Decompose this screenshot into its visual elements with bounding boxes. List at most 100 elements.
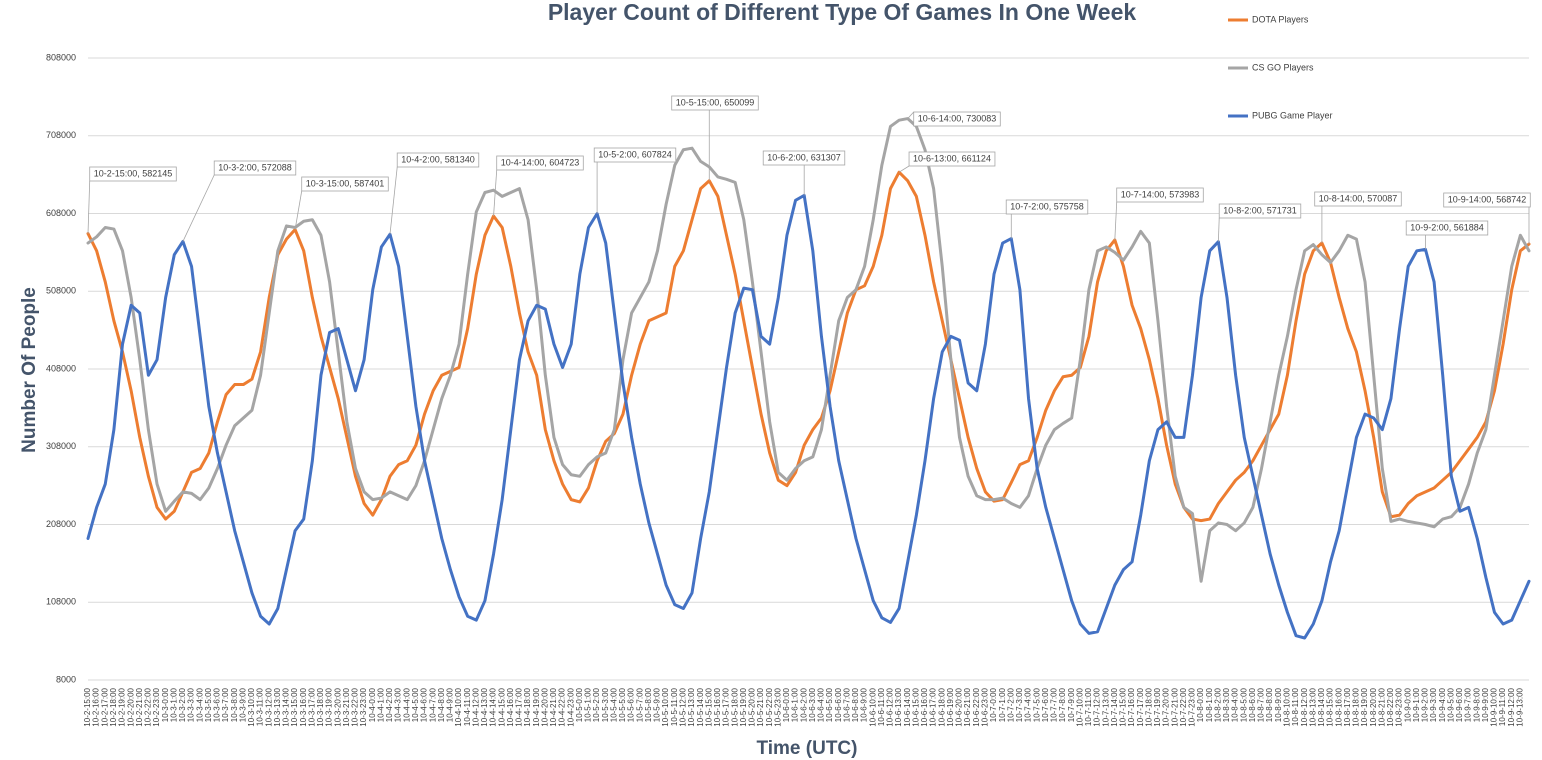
x-tick-label: 10-2-17:00 — [100, 687, 109, 726]
x-tick-label: 10-7-19:00 — [1153, 687, 1162, 726]
x-tick-label: 10-5-11:00 — [670, 687, 679, 726]
data-label: 10-5-2:00, 607824 — [593, 147, 677, 214]
x-tick-label: 10-8-6:00 — [1248, 687, 1257, 722]
x-tick-label: 10-3-16:00 — [299, 687, 308, 726]
data-label: 10-8-14:00, 570087 — [1314, 191, 1402, 243]
x-tick-label: 10-6-21:00 — [963, 687, 972, 726]
x-tick-label: 10-4-5:00 — [411, 687, 420, 722]
x-tick-label: 10-5-12:00 — [678, 687, 687, 726]
x-tick-label: 10-5-21:00 — [756, 687, 765, 726]
x-tick-label: 10-9-11:00 — [1498, 687, 1507, 726]
legend-label: DOTA Players — [1252, 14, 1309, 24]
y-tick-label: 608000 — [46, 208, 76, 218]
x-tick-label: 10-8-3:00 — [1222, 687, 1231, 722]
x-tick-label: 10-4-2:00 — [385, 687, 394, 722]
data-label: 10-5-15:00, 650099 — [671, 95, 759, 181]
x-tick-label: 10-5-19:00 — [739, 687, 748, 726]
data-label-text: 10-7-14:00, 573983 — [1121, 189, 1200, 199]
x-tick-label: 10-4-15:00 — [497, 687, 506, 726]
data-label-box — [913, 111, 1001, 127]
x-tick-label: 10-7-2:00 — [1006, 687, 1015, 722]
x-tick-label: 10-5-16:00 — [713, 687, 722, 726]
data-label-text: 10-9-2:00, 561884 — [1410, 222, 1484, 232]
x-tick-label: 10-2-23:00 — [152, 687, 161, 726]
data-label: 10-6-14:00, 730083 — [907, 111, 1001, 127]
x-tick-label: 10-9-6:00 — [1455, 687, 1464, 722]
x-tick-label: 10-7-8:00 — [1058, 687, 1067, 722]
x-tick-label: 10-9-12:00 — [1507, 687, 1516, 726]
x-tick-label: 10-6-18:00 — [937, 687, 946, 726]
data-label-box — [213, 160, 297, 176]
x-tick-label: 10-4-12:00 — [471, 687, 480, 726]
data-label-box — [593, 147, 677, 163]
x-tick-label: 10-2-21:00 — [135, 687, 144, 726]
data-label-box — [1218, 203, 1302, 219]
x-tick-label: 10-4-1:00 — [376, 687, 385, 722]
x-tick-label: 10-7-11:00 — [1084, 687, 1093, 726]
x-tick-label: 10-3-14:00 — [282, 687, 291, 726]
x-tick-label: 10-3-11:00 — [256, 687, 265, 726]
x-tick-label: 10-8-18:00 — [1352, 687, 1361, 726]
x-tick-label: 10-7-5:00 — [1032, 687, 1041, 722]
x-tick-label: 10-6-12:00 — [886, 687, 895, 726]
data-label-text: 10-6-13:00, 661124 — [913, 153, 991, 163]
x-tick-label: 10-5-7:00 — [635, 687, 644, 722]
x-tick-label: 10-8-16:00 — [1334, 687, 1343, 726]
x-tick-label: 10-6-16:00 — [920, 687, 929, 726]
x-tick-label: 10-9-1:00 — [1412, 687, 1421, 722]
leader-line — [1217, 217, 1220, 242]
x-tick-label: 10-4-14:00 — [489, 687, 498, 726]
x-tick-label: 10-8-14:00 — [1317, 687, 1326, 726]
x-tick-label: 10-3-0:00 — [161, 687, 170, 722]
legend-label: CS GO Players — [1252, 62, 1314, 72]
y-tick-label: 808000 — [46, 52, 76, 62]
x-tick-label: 10-7-9:00 — [1067, 687, 1076, 722]
x-tick-label: 10-7-18:00 — [1144, 687, 1153, 726]
x-tick-label: 10-9-0:00 — [1403, 687, 1412, 722]
data-label: 10-6-2:00, 631307 — [762, 150, 846, 196]
data-label-text: 10-4-14:00, 604723 — [501, 157, 580, 167]
x-tick-label: 10-3-8:00 — [230, 687, 239, 722]
x-tick-label: 10-5-22:00 — [765, 687, 774, 726]
x-tick-label: 10-3-12:00 — [264, 687, 273, 726]
x-tick-label: 10-6-13:00 — [894, 687, 903, 726]
y-tick-label: 308000 — [46, 441, 76, 451]
y-tick-label: 8000 — [56, 674, 76, 684]
leader-line — [389, 166, 398, 235]
x-tick-label: 10-6-6:00 — [834, 687, 843, 722]
grid — [88, 57, 1529, 681]
x-tick-label: 10-5-18:00 — [730, 687, 739, 726]
x-tick-label: 10-2-16:00 — [92, 687, 101, 726]
x-tick-label: 10-3-7:00 — [221, 687, 230, 722]
x-tick-label: 10-3-17:00 — [307, 687, 316, 726]
x-tick-label: 10-4-11:00 — [463, 687, 472, 726]
x-tick-label: 10-8-10:00 — [1283, 687, 1292, 726]
x-tick-label: 10-5-23:00 — [773, 687, 782, 726]
x-tick-label: 10-6-23:00 — [980, 687, 989, 726]
x-axis-title: Time (UTC) — [757, 738, 858, 759]
x-tick-label: 10-6-17:00 — [929, 687, 938, 726]
data-label-text: 10-3-15:00, 587401 — [306, 178, 385, 188]
x-tick-label: 10-7-15:00 — [1119, 687, 1128, 726]
x-tick-label: 10-9-13:00 — [1515, 687, 1524, 726]
data-label-box — [1314, 191, 1402, 207]
x-tick-label: 10-3-5:00 — [204, 687, 213, 722]
x-tick-label: 10-5-3:00 — [601, 687, 610, 722]
x-tick-label: 10-7-4:00 — [1024, 687, 1033, 722]
chart-title: Player Count of Different Type Of Games … — [548, 0, 1137, 25]
x-tick-label: 10-6-15:00 — [911, 687, 920, 726]
data-label-text: 10-4-2:00, 581340 — [401, 154, 475, 164]
x-tick-label: 10-5-9:00 — [653, 687, 662, 722]
data-label-box — [908, 151, 996, 167]
x-tick-label: 10-4-9:00 — [446, 687, 455, 722]
x-tick-label: 10-6-4:00 — [817, 687, 826, 722]
x-tick-label: 10-6-1:00 — [791, 687, 800, 722]
x-tick-label: 10-7-13:00 — [1101, 687, 1110, 726]
x-tick-label: 10-3-3:00 — [187, 687, 196, 722]
x-tick-label: 10-9-7:00 — [1464, 687, 1473, 722]
data-label-text: 10-6-2:00, 631307 — [767, 152, 841, 162]
data-label-text: 10-8-2:00, 571731 — [1223, 205, 1297, 215]
data-label: 10-7-14:00, 573983 — [1114, 187, 1204, 240]
